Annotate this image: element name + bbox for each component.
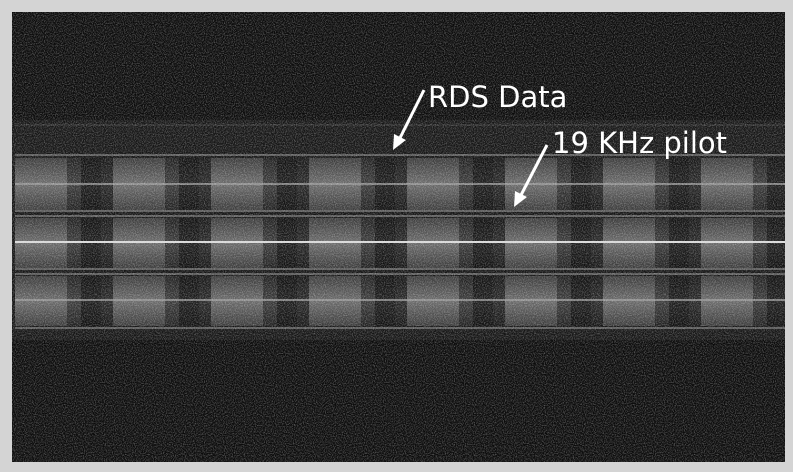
spectrogram-screenshot: RDS Data 19 KHz pilot xyxy=(0,0,793,472)
spectrogram xyxy=(12,12,785,462)
page: RDS Data 19 KHz pilot (() => { const dat… xyxy=(0,0,793,472)
annotation: 19 KHz pilot xyxy=(552,126,727,160)
annotation: RDS Data xyxy=(428,80,567,114)
noise xyxy=(12,12,785,462)
